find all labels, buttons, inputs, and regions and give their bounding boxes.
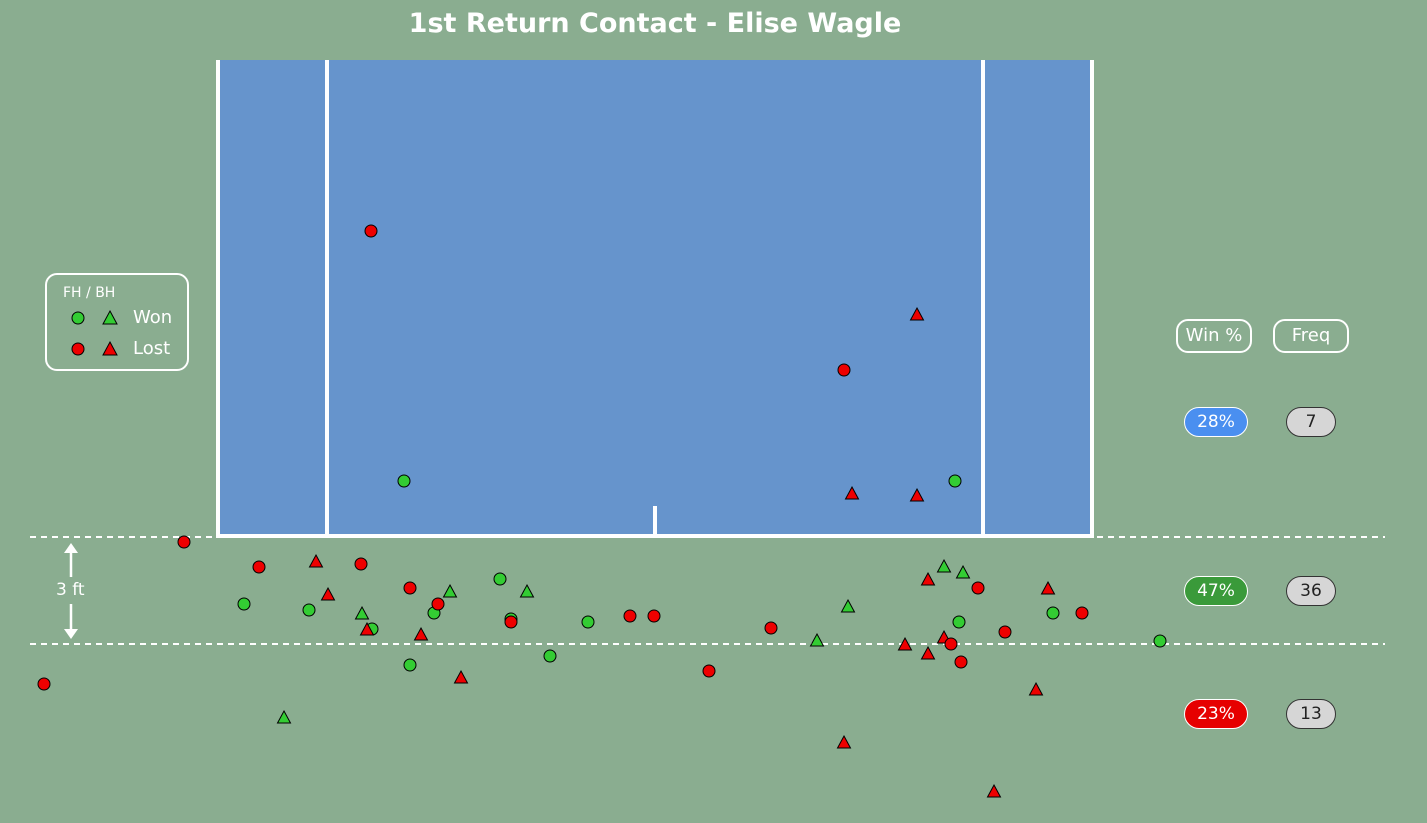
- lost-triangle-point: [909, 487, 925, 502]
- lost-triangle-point: [836, 734, 852, 749]
- lost-circle-point: [403, 581, 417, 595]
- lost-triangle-point: [986, 783, 1002, 798]
- lost-triangle-point: [413, 626, 429, 641]
- lost-circle-point: [971, 581, 985, 595]
- depth-arrow: [64, 543, 78, 639]
- lost-triangle-point: [920, 645, 936, 660]
- lost-circle-point: [647, 609, 661, 623]
- lost-circle-point: [354, 557, 368, 571]
- court-freq: 7: [1286, 407, 1336, 437]
- lost-triangle-point: [844, 485, 860, 500]
- win-pct-header: Win %: [1176, 319, 1252, 353]
- freq-header: Freq: [1273, 319, 1349, 353]
- won-circle-point: [493, 572, 507, 586]
- lost-circle-point: [764, 621, 778, 635]
- won-triangle-point: [840, 598, 856, 613]
- won-triangle-point: [809, 632, 825, 647]
- won-circle-point: [952, 615, 966, 629]
- court: [216, 60, 1094, 538]
- legend-lost-label: Lost: [133, 338, 171, 359]
- won-circle-point: [397, 474, 411, 488]
- lost-circle-point: [37, 677, 51, 691]
- lost-circle-point: [702, 664, 716, 678]
- lost-triangle-point: [453, 669, 469, 684]
- lost-triangle-point: [909, 306, 925, 321]
- lost-triangle-point: [1028, 681, 1044, 696]
- lost-circle-point: [177, 535, 191, 549]
- mid-win-pct: 47%: [1184, 576, 1248, 606]
- lost-circle-point: [623, 609, 637, 623]
- won-circle-point: [1153, 634, 1167, 648]
- won-markers-icon: [71, 309, 118, 325]
- won-triangle-point: [936, 558, 952, 573]
- lost-circle-point: [364, 224, 378, 238]
- deep-win-pct: 23%: [1184, 699, 1248, 729]
- depth-label: 3 ft: [56, 580, 85, 600]
- lost-triangle-point: [920, 571, 936, 586]
- lost-circle-point: [837, 363, 851, 377]
- lost-triangle-point: [1040, 580, 1056, 595]
- lost-circle-point: [1075, 606, 1089, 620]
- won-triangle-point: [354, 605, 370, 620]
- lost-triangle-point: [320, 586, 336, 601]
- lost-triangle-point: [897, 636, 913, 651]
- won-circle-point: [302, 603, 316, 617]
- legend-won-label: Won: [133, 307, 173, 328]
- lost-circle-point: [252, 560, 266, 574]
- won-circle-point: [948, 474, 962, 488]
- lost-triangle-point: [308, 553, 324, 568]
- won-triangle-point: [442, 583, 458, 598]
- lost-circle-point: [431, 597, 445, 611]
- won-circle-point: [237, 597, 251, 611]
- legend: FH / BH Won Lost: [45, 273, 189, 371]
- won-circle-point: [581, 615, 595, 629]
- court-win-pct: 28%: [1184, 407, 1248, 437]
- lost-circle-point: [504, 615, 518, 629]
- won-circle-point: [543, 649, 557, 663]
- won-triangle-point: [276, 709, 292, 724]
- lost-markers-icon: [71, 340, 118, 356]
- won-triangle-point: [519, 583, 535, 598]
- lost-circle-point: [954, 655, 968, 669]
- deep-freq: 13: [1286, 699, 1336, 729]
- lost-circle-point: [998, 625, 1012, 639]
- mid-freq: 36: [1286, 576, 1336, 606]
- won-circle-point: [403, 658, 417, 672]
- lost-circle-point: [944, 637, 958, 651]
- won-triangle-point: [955, 564, 971, 579]
- court-surface: [218, 60, 1092, 536]
- legend-title: FH / BH: [63, 285, 116, 301]
- points-layer: [37, 224, 1167, 798]
- chart-title: 1st Return Contact - Elise Wagle: [408, 8, 902, 39]
- lost-triangle-point: [359, 621, 375, 636]
- won-circle-point: [1046, 606, 1060, 620]
